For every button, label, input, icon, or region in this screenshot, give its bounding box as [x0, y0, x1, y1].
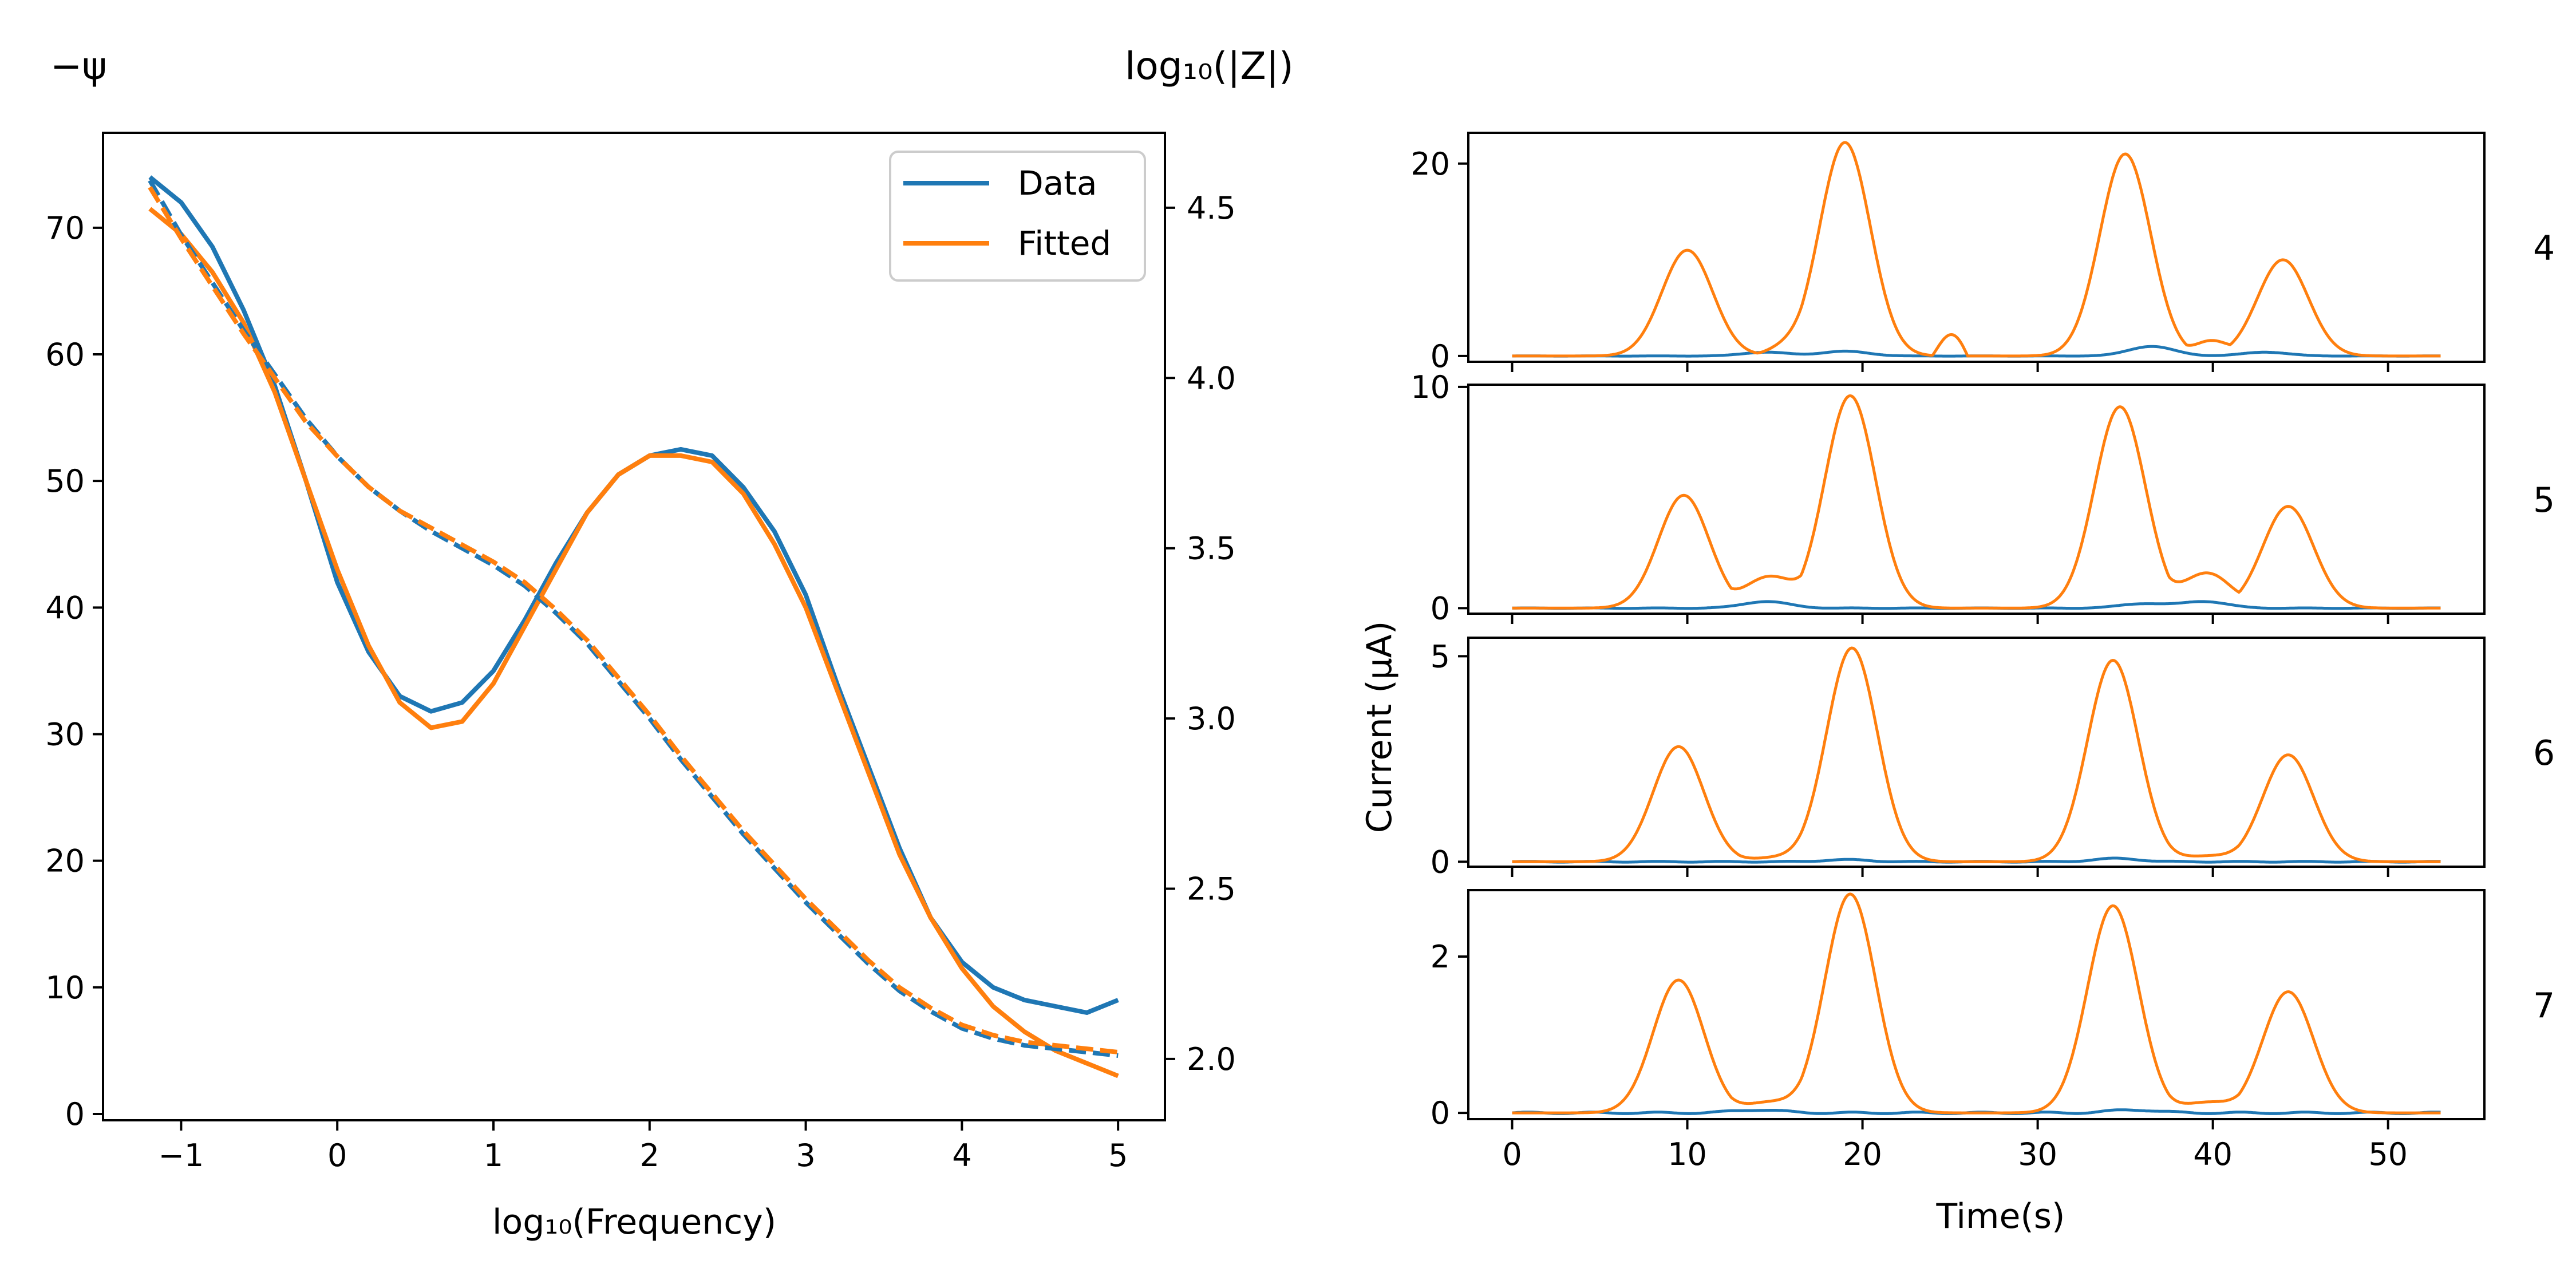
- y-tick-label: 40: [45, 590, 85, 626]
- series-fitted-right-line: [148, 186, 1119, 1054]
- y-tick-label: 0: [1431, 844, 1450, 880]
- impedance-plot: −1 0 1 2 3 4 5 0 10 20 30 40 50 60 70 2.0 2.5 3.0 3.5 4.0…: [45, 44, 1293, 1242]
- y-tick-label: 20: [45, 843, 85, 879]
- x-tick-label: 2: [640, 1137, 659, 1174]
- subplot-row-label: 6: [2533, 733, 2555, 773]
- x-tick-label: 5: [1108, 1137, 1128, 1174]
- impedance-y2-ticks: 2.0 2.5 3.0 3.5 4.0 4.5: [1165, 190, 1236, 1077]
- y2-tick-label: 2.5: [1187, 871, 1236, 907]
- x-tick-label: 20: [1843, 1136, 1882, 1172]
- x-tick-label: 1: [484, 1137, 503, 1174]
- frequency-axis-label: log₁₀(Frequency): [492, 1202, 776, 1242]
- current-fitted-line: [1512, 646, 2441, 863]
- legend-data-label: Data: [1018, 164, 1097, 203]
- y2-tick-label: 3.5: [1187, 531, 1236, 567]
- legend-fitted-label: Fitted: [1018, 224, 1111, 263]
- y2-tick-label: 3.0: [1187, 701, 1236, 737]
- subplot-row-label: 5: [2533, 480, 2555, 520]
- subplot-row-label: 7: [2533, 986, 2555, 1026]
- y-tick-label: 0: [1431, 1095, 1450, 1131]
- x-tick-label: 50: [2368, 1136, 2408, 1172]
- impedance-x-ticks: −1 0 1 2 3 4 5: [159, 1120, 1128, 1174]
- x-tick-label: 40: [2193, 1136, 2233, 1172]
- y2-tick-label: 4.0: [1187, 360, 1236, 396]
- current-fitted-line: [1512, 892, 2441, 1115]
- impedance-series-lines: [148, 175, 1119, 1078]
- subplot-row-label: 4: [2533, 228, 2555, 268]
- series-fitted-left-line: [148, 207, 1119, 1078]
- current-fitted-line: [1512, 394, 2441, 610]
- current-axis-label: Current (μA): [1360, 621, 1400, 833]
- phase-axis-label: −ψ: [50, 44, 107, 88]
- current-subplot-4: 0 20 4: [1411, 132, 2555, 374]
- impedance-y-ticks: 0 10 20 30 40 50 60 70: [45, 210, 103, 1132]
- y-tick-label: 60: [45, 337, 85, 373]
- y2-tick-label: 4.5: [1187, 190, 1236, 226]
- y-tick-label: 70: [45, 210, 85, 246]
- y-tick-label: 50: [45, 463, 85, 499]
- x-tick-label: 3: [796, 1137, 815, 1174]
- y-tick-label: 30: [45, 716, 85, 752]
- y-tick-label: 0: [65, 1096, 85, 1132]
- current-subplot-5: 0 10 5: [1411, 369, 2555, 626]
- y-tick-label: 0: [1431, 590, 1450, 626]
- x-tick-label: 10: [1668, 1136, 1707, 1172]
- magnitude-axis-label: log₁₀(|Z|): [1125, 44, 1294, 88]
- time-axis-label: Time(s): [1936, 1196, 2065, 1236]
- y2-tick-label: 2.0: [1187, 1041, 1236, 1077]
- y-tick-label: 10: [45, 970, 85, 1006]
- subplot-frame: [1467, 132, 2486, 363]
- series-data-right-line: [148, 179, 1119, 1058]
- x-tick-label: −1: [159, 1137, 204, 1174]
- x-tick-label: 0: [327, 1137, 347, 1174]
- legend: Data Fitted: [889, 151, 1146, 282]
- current-subplot-6: 0 5 6: [1431, 637, 2555, 880]
- current-fitted-line: [1512, 141, 2441, 358]
- x-tick-label: 4: [952, 1137, 971, 1174]
- y-tick-label: 5: [1431, 638, 1450, 674]
- x-tick-label: 30: [2018, 1136, 2057, 1172]
- subplot-frame: [1467, 889, 2486, 1120]
- y-tick-label: 2: [1431, 939, 1450, 975]
- impedance-plot-frame: [102, 132, 1166, 1121]
- current-subplot-7: 0 10 20 30 40 50 0 2 7: [1431, 889, 2555, 1172]
- x-tick-label: 0: [1502, 1136, 1522, 1172]
- y-tick-label: 10: [1411, 369, 1450, 405]
- subplot-frame: [1467, 384, 2486, 615]
- subplot-frame: [1467, 637, 2486, 868]
- y-tick-label: 20: [1411, 146, 1450, 182]
- y-tick-label: 0: [1431, 338, 1450, 374]
